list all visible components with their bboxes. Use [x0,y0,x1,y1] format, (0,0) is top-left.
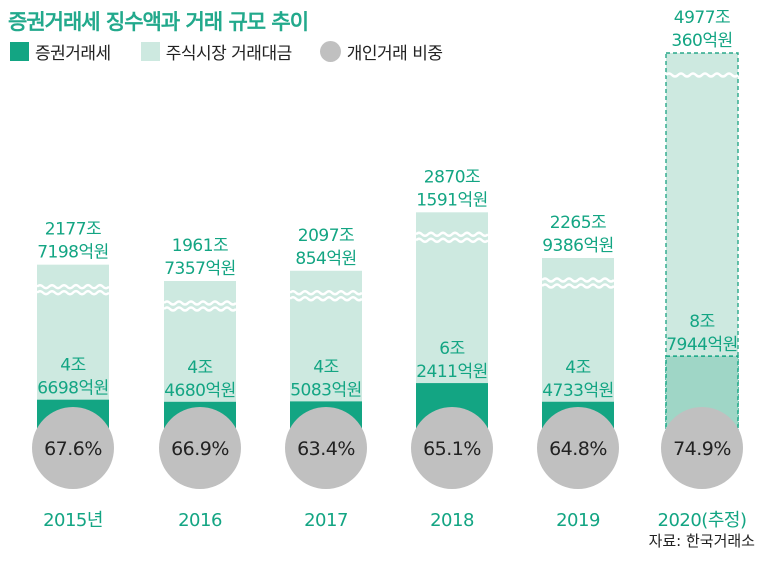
category-label: 2017 [304,510,348,531]
tax-value-label: 7944억원 [666,335,738,355]
legend-swatch-ratio [319,40,341,62]
ratio-circle [32,407,114,489]
trade-value-label: 1961조 [172,236,228,256]
tax-value-label: 4조 [565,358,590,378]
ratio-label: 64.8% [549,438,607,460]
legend-swatch-trade [140,41,160,61]
axis-break [415,237,489,244]
trade-value-label: 2177조 [45,220,101,240]
trade-value-label: 2870조 [424,167,480,187]
axis-break [36,283,110,290]
category-label: 2020(추정) [658,510,747,531]
chart-title: 증권거래세 징수액과 거래 규모 추이 [8,10,309,34]
category-label: 2015년 [43,510,103,531]
tax-value-label: 4조 [187,358,212,378]
axis-break [289,290,363,296]
trade-value-label: 2265조 [550,213,606,233]
legend-item-ratio: 개인거래 비중 [319,39,443,64]
legend-label-trade: 주식시장 거래대금 [165,43,293,64]
axis-break [163,300,237,306]
axis-break [289,296,363,302]
tax-value-label: 4733억원 [542,381,614,401]
ratio-circle [411,407,493,489]
tax-value-label: 5083억원 [290,380,362,400]
tax-value-label: 4조 [60,356,85,376]
category-label: 2018 [430,510,474,531]
axis-break [163,306,237,312]
ratio-label: 67.6% [44,438,102,460]
legend: 증권거래세 주식시장 거래대금 개인거래 비중 [10,38,464,64]
ratio-label: 74.9% [673,438,731,460]
legend-swatch-tax [10,41,29,61]
tax-value-label: 8조 [689,312,714,332]
trade-value-label: 1591억원 [416,190,488,210]
trade-value-label: 854억원 [295,249,356,269]
ratio-label: 63.4% [297,438,355,460]
tax-value-label: 4680억원 [164,381,236,401]
trade-value-label: 360억원 [671,31,732,51]
tax-value-label: 6698억원 [37,379,109,399]
axis-break [541,277,615,283]
trade-value-label: 7198억원 [37,243,109,263]
tax-value-label: 4조 [313,357,338,377]
ratio-circle [661,407,743,489]
axis-break [415,231,489,238]
axis-break [541,283,615,289]
trade-value-label: 2097조 [298,226,354,246]
ratio-circle [285,407,367,489]
trade-value-label: 9386억원 [542,236,614,256]
legend-label-tax: 증권거래세 [35,43,111,64]
axis-break [36,289,110,296]
axis-break [665,72,739,78]
tax-value-label: 6조 [439,339,464,359]
legend-item-tax: 증권거래세 [10,39,111,64]
ratio-label: 66.9% [171,438,229,460]
trade-value-label: 4977조 [674,8,730,28]
tax-value-label: 2411억원 [416,362,488,382]
ratio-label: 65.1% [423,438,481,460]
category-label: 2016 [178,510,222,531]
legend-item-trade: 주식시장 거래대금 [140,39,293,64]
ratio-circle [159,407,241,489]
ratio-circle [537,407,619,489]
source-note: 자료: 한국거래소 [648,532,755,550]
category-label: 2019 [556,510,600,531]
trade-value-label: 7357억원 [164,259,236,279]
legend-label-ratio: 개인거래 비중 [346,43,443,64]
